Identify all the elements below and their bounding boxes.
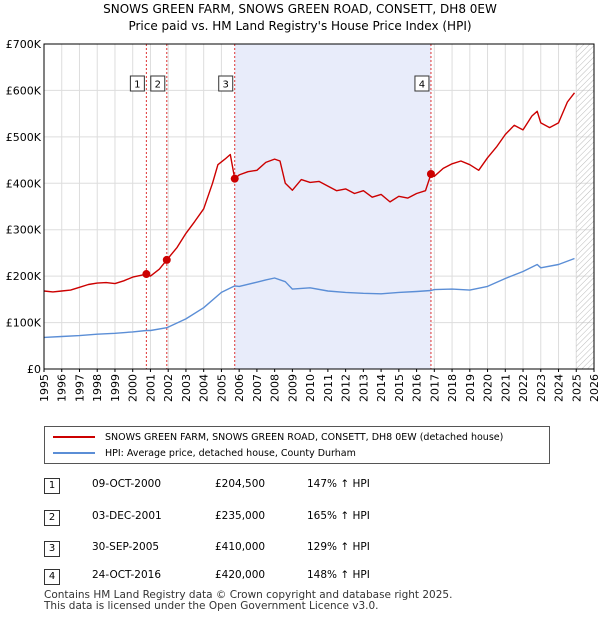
- sale-row: 1 09-OCT-2000 £204,500 147% ↑ HPI: [0, 476, 600, 494]
- sale-number: 3: [44, 541, 60, 557]
- x-tick-label: 2005: [215, 374, 228, 402]
- x-tick-label: 2016: [411, 374, 424, 402]
- x-tick-label: 2017: [428, 374, 441, 402]
- x-tick-label: 2000: [127, 374, 140, 402]
- legend-label-property: SNOWS GREEN FARM, SNOWS GREEN ROAD, CONS…: [105, 431, 504, 443]
- x-tick-label: 2011: [322, 374, 335, 402]
- x-tick-label: 2026: [588, 374, 600, 402]
- sale-marker-label: 3: [223, 80, 229, 91]
- sale-row: 3 30-SEP-2005 £410,000 129% ↑ HPI: [0, 539, 600, 557]
- x-tick-label: 2023: [535, 374, 548, 402]
- x-tick-label: 2020: [482, 374, 495, 402]
- sale-number: 4: [44, 569, 60, 585]
- sale-date: 30-SEP-2005: [92, 541, 160, 553]
- y-tick-label: £200K: [6, 270, 42, 283]
- chart-subtitle: Price paid vs. HM Land Registry's House …: [128, 19, 471, 33]
- footer-line-2: This data is licensed under the Open Gov…: [44, 600, 379, 612]
- x-tick-label: 2002: [162, 374, 175, 402]
- x-tick-label: 2024: [553, 374, 566, 402]
- x-tick-label: 2004: [198, 374, 211, 402]
- legend-item-property: SNOWS GREEN FARM, SNOWS GREEN ROAD, CONS…: [53, 429, 503, 445]
- x-tick-label: 2007: [251, 374, 264, 402]
- sale-price: £235,000: [215, 510, 266, 522]
- y-tick-label: £400K: [6, 177, 42, 190]
- x-tick-label: 2013: [357, 374, 370, 402]
- series-lines: [43, 92, 576, 339]
- sale-date: 09-OCT-2000: [92, 478, 161, 490]
- legend: SNOWS GREEN FARM, SNOWS GREEN ROAD, CONS…: [44, 426, 550, 464]
- y-tick-label: £700K: [6, 38, 42, 51]
- sale-row: 2 03-DEC-2001 £235,000 165% ↑ HPI: [0, 508, 600, 526]
- x-tick-label: 2025: [570, 374, 583, 402]
- sale-price: £420,000: [215, 569, 266, 581]
- sale-point: [230, 174, 239, 183]
- sale-marker-box: [150, 75, 166, 92]
- x-tick-label: 2012: [340, 374, 353, 402]
- sale-date: 03-DEC-2001: [92, 510, 162, 522]
- sale-price: £204,500: [215, 478, 266, 490]
- y-tick-label: £600K: [6, 84, 42, 97]
- x-tick-label: 1995: [38, 374, 51, 402]
- sale-number: 2: [44, 510, 60, 526]
- y-tick-label: £300K: [6, 224, 42, 237]
- y-tick-label: £100K: [6, 317, 42, 330]
- footer-line-1: Contains HM Land Registry data © Crown c…: [44, 589, 453, 601]
- shaded-period: [234, 44, 431, 369]
- legend-item-hpi: HPI: Average price, detached house, Coun…: [53, 445, 356, 461]
- y-tick-label: £0: [27, 363, 41, 376]
- sale-point: [426, 170, 435, 178]
- hpi-line: [43, 257, 575, 339]
- sale-marker-box: [129, 75, 145, 92]
- x-tick-label: 2014: [375, 374, 388, 402]
- sale-price: £410,000: [215, 541, 266, 553]
- sale-hpi: 129% ↑ HPI: [307, 541, 370, 553]
- x-tick-label: 2021: [499, 374, 512, 402]
- legend-label-hpi: HPI: Average price, detached house, Coun…: [105, 447, 356, 459]
- x-tick-label: 2022: [517, 374, 530, 402]
- sale-marker-box: [414, 75, 430, 92]
- y-tick-label: £500K: [6, 131, 42, 144]
- sale-date: 24-OCT-2016: [92, 569, 161, 581]
- x-tick-label: 2019: [464, 374, 477, 402]
- sale-number: 1: [44, 478, 60, 494]
- x-tick-label: 2008: [269, 374, 282, 402]
- x-tick-label: 2003: [180, 374, 193, 402]
- x-tick-label: 1996: [56, 374, 69, 402]
- x-tick-label: 2018: [446, 374, 459, 402]
- x-tick-label: 1997: [73, 374, 86, 402]
- property-price-line: [43, 92, 576, 293]
- sale-hpi: 147% ↑ HPI: [307, 478, 370, 490]
- chart-title: SNOWS GREEN FARM, SNOWS GREEN ROAD, CONS…: [103, 2, 497, 16]
- x-tick-label: 2006: [233, 374, 246, 402]
- x-tick-label: 2010: [304, 374, 317, 402]
- sale-marker-label: 1: [134, 80, 140, 91]
- sale-marker-box: [218, 75, 234, 92]
- x-axis-ticks: 1995 1996 1997 1998 1999 2000 2001 2002 2003 2004…: [38, 369, 600, 402]
- sale-point: [142, 270, 151, 279]
- sale-row: 4 24-OCT-2016 £420,000 148% ↑ HPI: [0, 567, 600, 585]
- sale-marker-label: 4: [419, 80, 425, 91]
- sale-marker-label: 2: [155, 80, 161, 91]
- footer-attribution: Contains HM Land Registry data © Crown c…: [44, 590, 452, 612]
- x-tick-label: 2015: [393, 374, 406, 402]
- sale-points: [142, 170, 435, 279]
- sale-hpi: 148% ↑ HPI: [307, 569, 370, 581]
- x-tick-label: 1999: [109, 374, 122, 402]
- sale-marker-labels: 1 2 3 4: [129, 75, 430, 92]
- x-tick-label: 1998: [91, 374, 104, 402]
- price-chart: SNOWS GREEN FARM, SNOWS GREEN ROAD, CONS…: [6, 2, 600, 402]
- legend-line-blue: [53, 452, 95, 454]
- plot-frame: [43, 43, 595, 370]
- forecast-hatch: [576, 44, 594, 369]
- sale-point: [162, 255, 171, 264]
- x-tick-label: 2001: [144, 374, 157, 402]
- x-tick-label: 2009: [286, 374, 299, 402]
- legend-line-red: [53, 436, 95, 438]
- sale-hpi: 165% ↑ HPI: [307, 510, 370, 522]
- y-axis-ticks: £0 £100K £200K £300K £400K £500K £600K £700K: [6, 38, 42, 376]
